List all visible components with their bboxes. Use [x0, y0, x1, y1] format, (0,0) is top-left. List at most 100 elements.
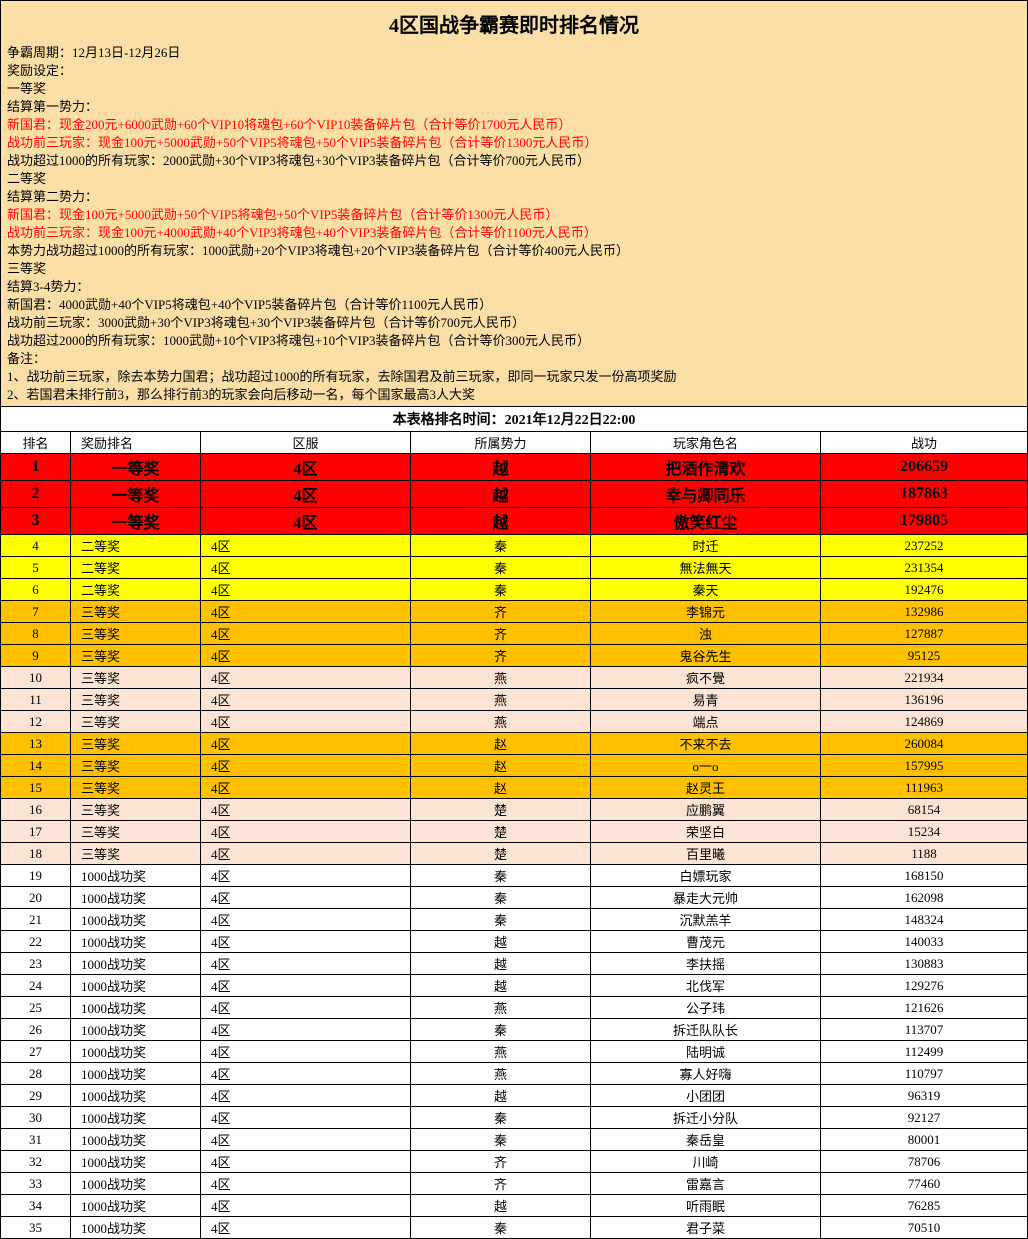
rules-list: 争霸周期：12月13日-12月26日奖励设定：一等奖结算第一势力：新国君：现金2…: [7, 44, 1021, 404]
rank-cell: 14: [1, 755, 71, 777]
name-cell: 浊: [591, 623, 821, 645]
prize-cell: 三等奖: [71, 667, 201, 689]
prize-cell: 1000战功奖: [71, 865, 201, 887]
name-cell: 北伐军: [591, 975, 821, 997]
name-cell: 拆迁队队长: [591, 1019, 821, 1041]
prize-cell: 1000战功奖: [71, 887, 201, 909]
ranking-table: 排名 奖励排名 区服 所属势力 玩家角色名 战功 1一等奖4区越把酒作清欢206…: [0, 431, 1028, 1239]
faction-cell: 越: [411, 931, 591, 953]
table-row: 191000战功奖4区秦白嫖玩家168150: [1, 865, 1028, 887]
rule-line: 三等奖: [7, 260, 1021, 278]
prize-cell: 1000战功奖: [71, 953, 201, 975]
header-rank: 排名: [1, 432, 71, 454]
faction-cell: 燕: [411, 711, 591, 733]
faction-cell: 秦: [411, 909, 591, 931]
table-row: 5二等奖4区秦無法無天231354: [1, 557, 1028, 579]
rule-line: 2、若国君未排行前3，那么排行前3的玩家会向后移动一名，每个国家最高3人大奖: [7, 386, 1021, 404]
zone-cell: 4区: [201, 1129, 411, 1151]
score-cell: 162098: [821, 887, 1028, 909]
table-row: 341000战功奖4区越听雨眠76285: [1, 1195, 1028, 1217]
header-zone: 区服: [201, 432, 411, 454]
faction-cell: 燕: [411, 689, 591, 711]
table-row: 231000战功奖4区越李扶摇130883: [1, 953, 1028, 975]
faction-cell: 越: [411, 1085, 591, 1107]
faction-cell: 齐: [411, 601, 591, 623]
score-cell: 136196: [821, 689, 1028, 711]
table-row: 2一等奖4区越幸与卿同乐187863: [1, 481, 1028, 508]
name-cell: 不来不去: [591, 733, 821, 755]
faction-cell: 秦: [411, 579, 591, 601]
score-cell: 111963: [821, 777, 1028, 799]
score-cell: 132986: [821, 601, 1028, 623]
score-cell: 157995: [821, 755, 1028, 777]
name-cell: 端点: [591, 711, 821, 733]
table-row: 17三等奖4区楚荣坚白15234: [1, 821, 1028, 843]
rank-cell: 26: [1, 1019, 71, 1041]
header-score: 战功: [821, 432, 1028, 454]
rank-cell: 32: [1, 1151, 71, 1173]
faction-cell: 赵: [411, 733, 591, 755]
table-row: 291000战功奖4区越小团团96319: [1, 1085, 1028, 1107]
rank-cell: 31: [1, 1129, 71, 1151]
faction-cell: 秦: [411, 1107, 591, 1129]
rank-cell: 2: [1, 481, 71, 508]
faction-cell: 越: [411, 481, 591, 508]
prize-cell: 1000战功奖: [71, 1195, 201, 1217]
score-cell: 95125: [821, 645, 1028, 667]
faction-cell: 越: [411, 454, 591, 481]
zone-cell: 4区: [201, 508, 411, 535]
zone-cell: 4区: [201, 711, 411, 733]
name-cell: 时迁: [591, 535, 821, 557]
score-cell: 68154: [821, 799, 1028, 821]
table-row: 15三等奖4区赵赵灵王111963: [1, 777, 1028, 799]
score-cell: 110797: [821, 1063, 1028, 1085]
table-row: 201000战功奖4区秦暴走大元帅162098: [1, 887, 1028, 909]
zone-cell: 4区: [201, 1195, 411, 1217]
name-cell: 李扶摇: [591, 953, 821, 975]
prize-cell: 三等奖: [71, 689, 201, 711]
rule-line: 结算3-4势力：: [7, 278, 1021, 296]
table-row: 271000战功奖4区燕陆明诚112499: [1, 1041, 1028, 1063]
table-row: 9三等奖4区齐鬼谷先生95125: [1, 645, 1028, 667]
zone-cell: 4区: [201, 909, 411, 931]
faction-cell: 秦: [411, 535, 591, 557]
rules-panel: 4区国战争霸赛即时排名情况 争霸周期：12月13日-12月26日奖励设定：一等奖…: [0, 0, 1028, 407]
rule-line: 结算第二势力：: [7, 188, 1021, 206]
zone-cell: 4区: [201, 557, 411, 579]
name-cell: 陆明诚: [591, 1041, 821, 1063]
name-cell: 赵灵王: [591, 777, 821, 799]
table-row: 14三等奖4区赵o一o157995: [1, 755, 1028, 777]
rule-line: 奖励设定：: [7, 62, 1021, 80]
score-cell: 96319: [821, 1085, 1028, 1107]
zone-cell: 4区: [201, 997, 411, 1019]
zone-cell: 4区: [201, 953, 411, 975]
rule-line: 本势力战功超过1000的所有玩家：1000武勋+20个VIP3将魂包+20个VI…: [7, 242, 1021, 260]
rank-cell: 27: [1, 1041, 71, 1063]
zone-cell: 4区: [201, 579, 411, 601]
name-cell: 無法無天: [591, 557, 821, 579]
score-cell: 1188: [821, 843, 1028, 865]
rule-line: 新国君：现金200元+6000武勋+60个VIP10将魂包+60个VIP10装备…: [7, 116, 1021, 134]
zone-cell: 4区: [201, 623, 411, 645]
prize-cell: 三等奖: [71, 601, 201, 623]
name-cell: 暴走大元帅: [591, 887, 821, 909]
prize-cell: 1000战功奖: [71, 1217, 201, 1239]
faction-cell: 秦: [411, 557, 591, 579]
prize-cell: 一等奖: [71, 454, 201, 481]
table-row: 251000战功奖4区燕公子玮121626: [1, 997, 1028, 1019]
score-cell: 260084: [821, 733, 1028, 755]
rule-line: 备注：: [7, 350, 1021, 368]
faction-cell: 楚: [411, 821, 591, 843]
score-cell: 92127: [821, 1107, 1028, 1129]
prize-cell: 二等奖: [71, 557, 201, 579]
rank-cell: 34: [1, 1195, 71, 1217]
name-cell: 白嫖玩家: [591, 865, 821, 887]
prize-cell: 三等奖: [71, 711, 201, 733]
header-name: 玩家角色名: [591, 432, 821, 454]
faction-cell: 赵: [411, 777, 591, 799]
table-row: 11三等奖4区燕易青136196: [1, 689, 1028, 711]
name-cell: 曹茂元: [591, 931, 821, 953]
rank-cell: 23: [1, 953, 71, 975]
score-cell: 148324: [821, 909, 1028, 931]
score-cell: 130883: [821, 953, 1028, 975]
